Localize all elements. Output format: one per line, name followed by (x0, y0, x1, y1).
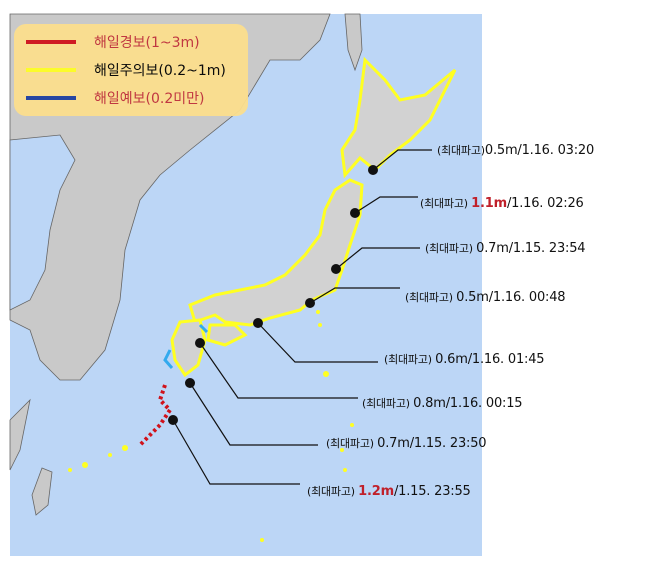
annotation: (최대파고) 1.1m/1.16. 02:26 (420, 196, 584, 211)
legend-swatch-blue (26, 96, 76, 100)
measurement-points (168, 165, 378, 425)
annotation: (최대파고) 0.7m/1.15. 23:50 (326, 436, 487, 451)
legend-label: 해일예보(0.2미만) (94, 91, 205, 107)
annotation: (최대파고)0.5m/1.16. 03:20 (437, 143, 595, 158)
legend-label: 해일경보(1~3m) (94, 35, 200, 51)
legend-swatch-red (26, 40, 76, 44)
kyushu-west-coast (163, 323, 209, 369)
shikoku (206, 323, 248, 347)
yellow-sea (9, 134, 76, 311)
taiwan (31, 467, 53, 516)
legend-item-advisory: 해일주의보(0.2~1m) (26, 60, 226, 80)
annotation: (최대파고) 1.2m/1.15. 23:55 (307, 484, 471, 499)
legend-item-warning: 해일경보(1~3m) (26, 32, 200, 52)
legend-label: 해일주의보(0.2~1m) (94, 63, 226, 79)
annotation: (최대파고) 0.5m/1.16. 00:48 (405, 290, 566, 305)
legend: 해일경보(1~3m) 해일주의보(0.2~1m) 해일예보(0.2미만) (14, 24, 248, 116)
china-coast (9, 398, 31, 471)
annotation: (최대파고) 0.6m/1.16. 01:45 (384, 352, 545, 367)
hokkaido (340, 56, 457, 179)
sakhalin (344, 13, 363, 72)
outlying-islands (68, 310, 354, 542)
legend-swatch-yellow (26, 68, 76, 72)
nansei-islands-warning (138, 384, 173, 447)
kyushu (170, 318, 207, 378)
annotation: (최대파고) 0.8m/1.16. 00:15 (362, 396, 523, 411)
annotation: (최대파고) 0.7m/1.15. 23:54 (425, 241, 586, 256)
leader-lines (172, 149, 432, 485)
legend-item-forecast: 해일예보(0.2미만) (26, 88, 204, 108)
